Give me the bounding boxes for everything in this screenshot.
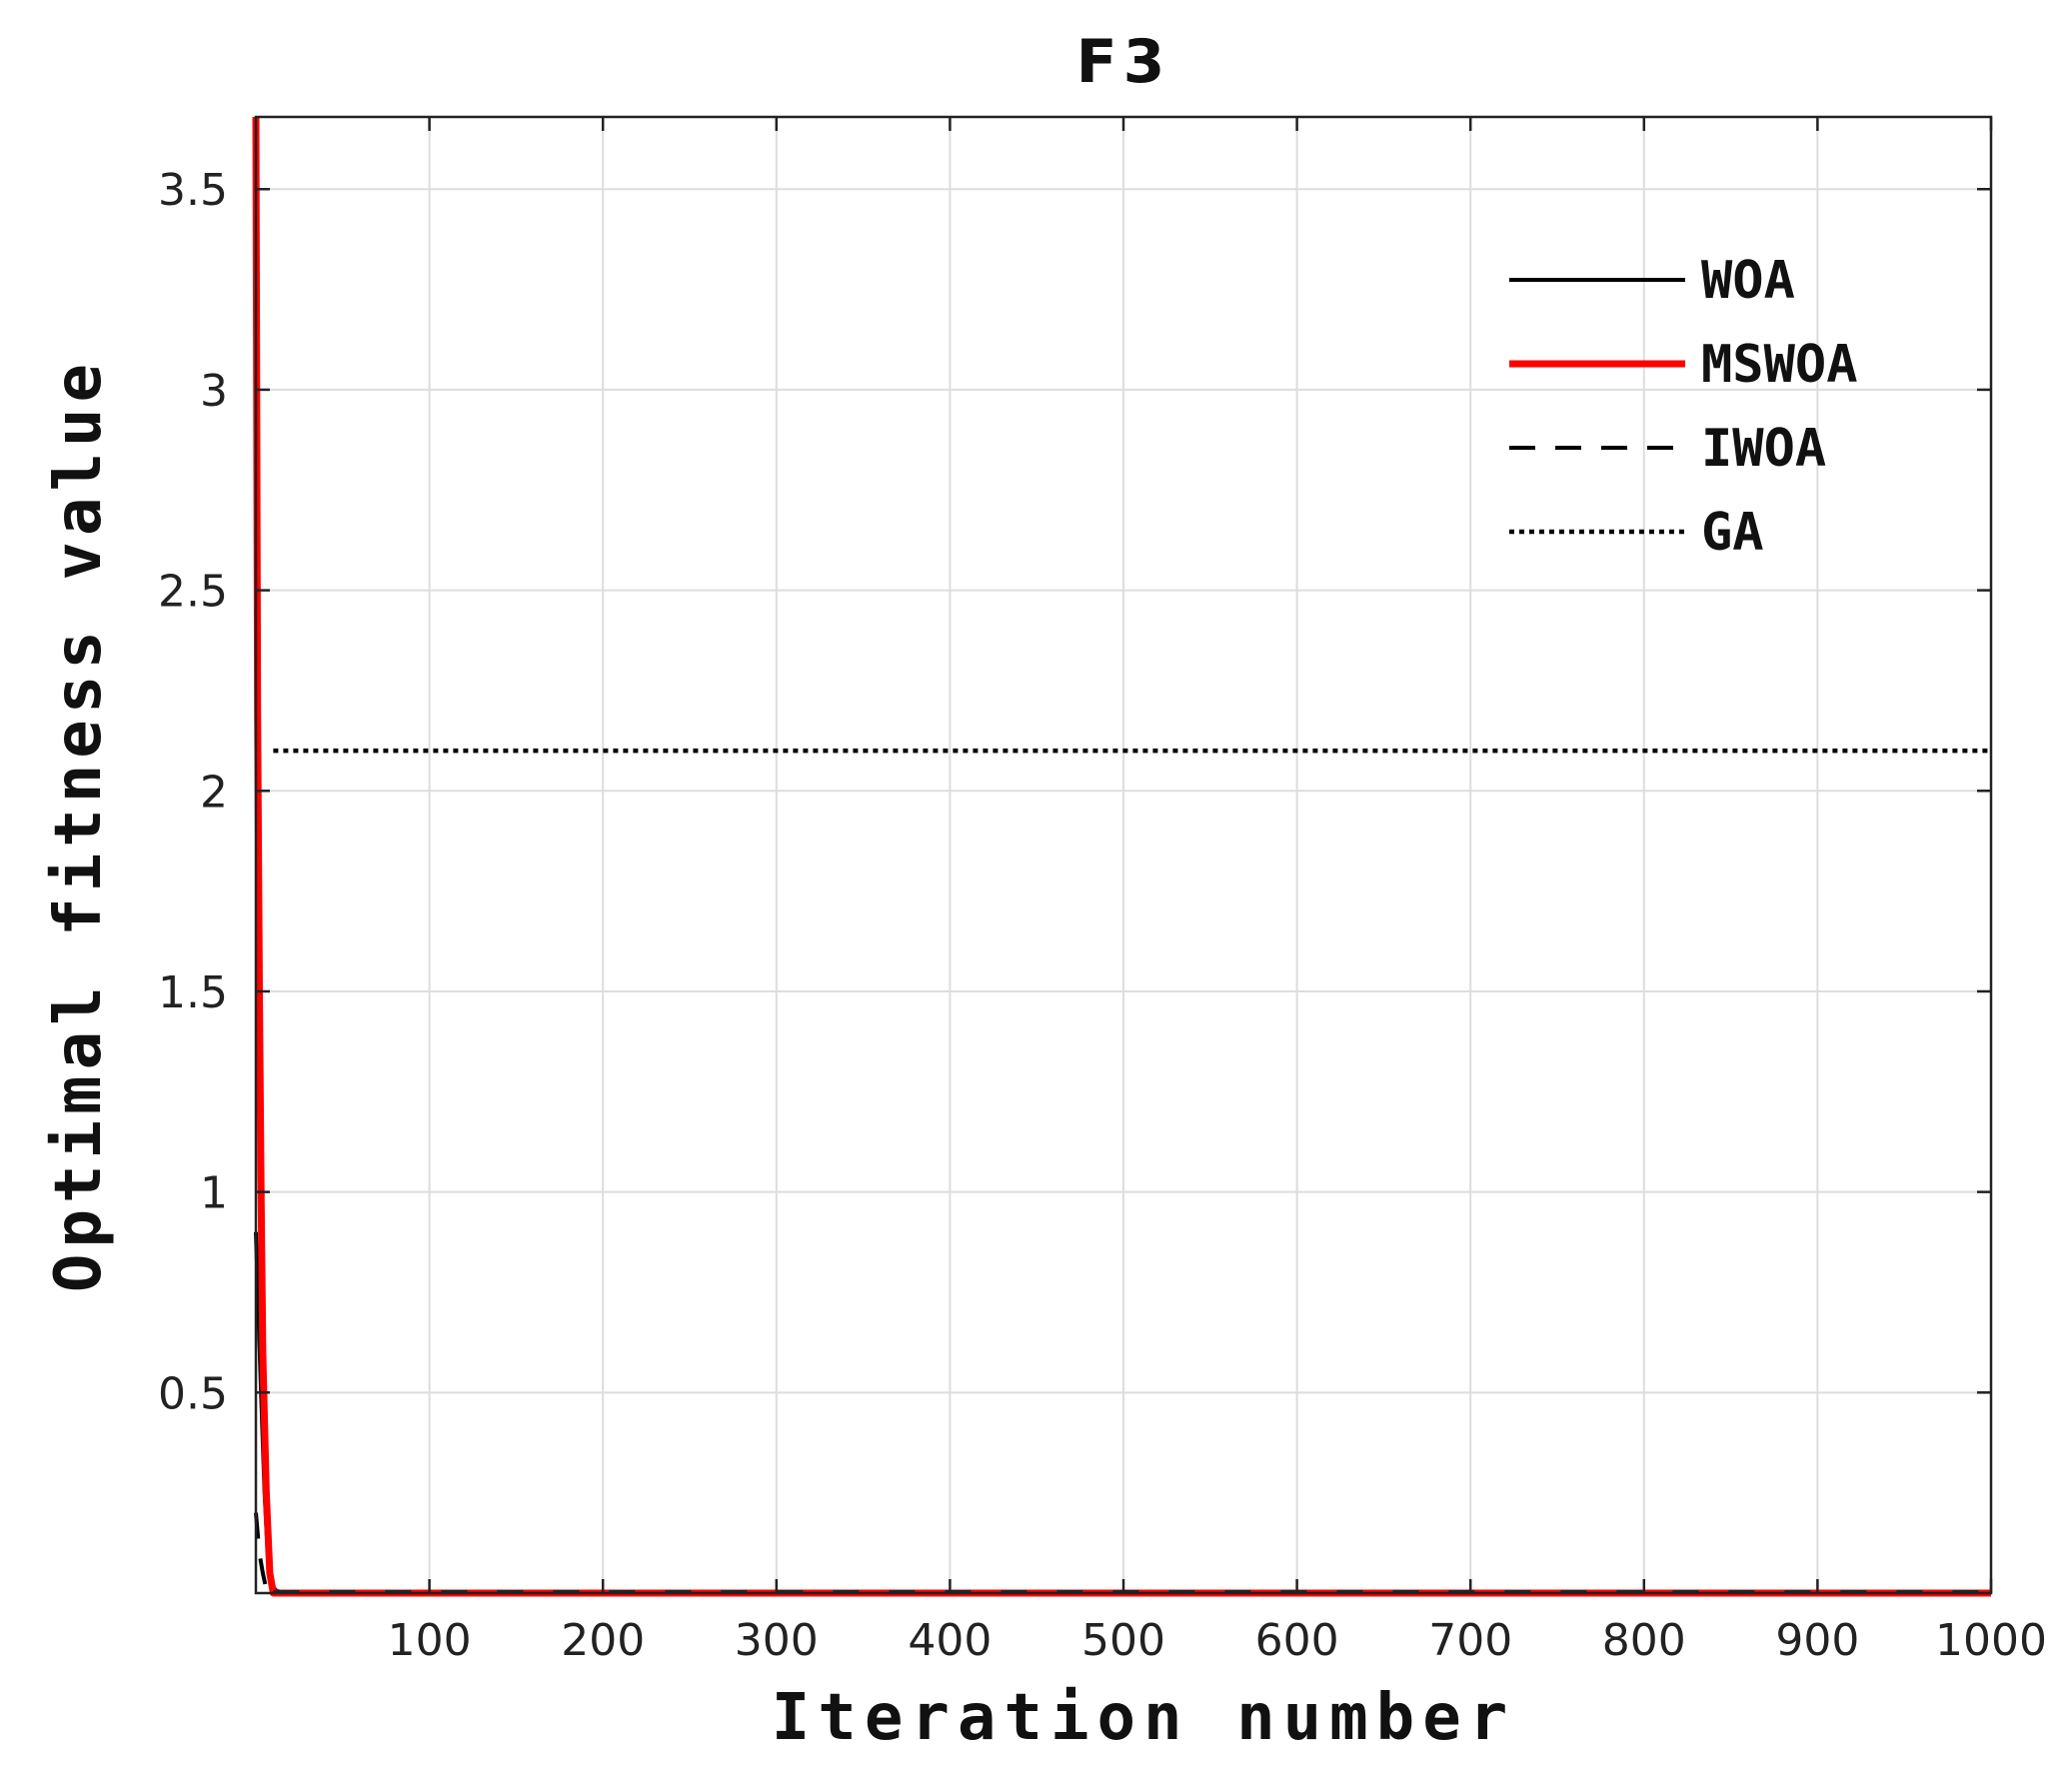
- x-tick-label: 200: [561, 1615, 645, 1666]
- y-tick-label: 1.5: [158, 967, 228, 1018]
- chart-title: F3: [1076, 27, 1171, 97]
- x-tick-label: 700: [1428, 1615, 1512, 1666]
- x-tick-label: 500: [1081, 1615, 1165, 1666]
- legend: WOA MSWOA IWOA GA: [1509, 251, 1858, 563]
- legend-label-iwoa: IWOA: [1701, 419, 1826, 479]
- x-axis-label: Iteration number: [772, 1681, 1516, 1755]
- legend-label-mswoa: MSWOA: [1701, 335, 1858, 395]
- ticks: 100 200 300 400 500 600 700 800 900 1000 0.5 1 1.5 2 2…: [158, 117, 2047, 1666]
- y-tick-label: 3: [200, 366, 228, 417]
- y-tick-label: 3.5: [158, 165, 228, 216]
- x-tick-label: 1000: [1935, 1615, 2047, 1666]
- x-tick-label: 800: [1602, 1615, 1686, 1666]
- y-axis-label: Optimal fitness value: [42, 358, 116, 1292]
- legend-label-ga: GA: [1701, 503, 1764, 563]
- y-tick-label: 2: [200, 767, 228, 818]
- series-line-mswoa: [252, 116, 1991, 1597]
- legend-label-woa: WOA: [1701, 251, 1795, 311]
- x-tick-label: 600: [1255, 1615, 1339, 1666]
- y-tick-label: 0.5: [158, 1368, 228, 1419]
- y-tick-label: 1: [200, 1168, 228, 1219]
- x-tick-label: 900: [1775, 1615, 1859, 1666]
- y-tick-label: 2.5: [158, 567, 228, 618]
- x-tick-label: 400: [908, 1615, 992, 1666]
- x-tick-label: 300: [735, 1615, 819, 1666]
- x-tick-label: 100: [388, 1615, 472, 1666]
